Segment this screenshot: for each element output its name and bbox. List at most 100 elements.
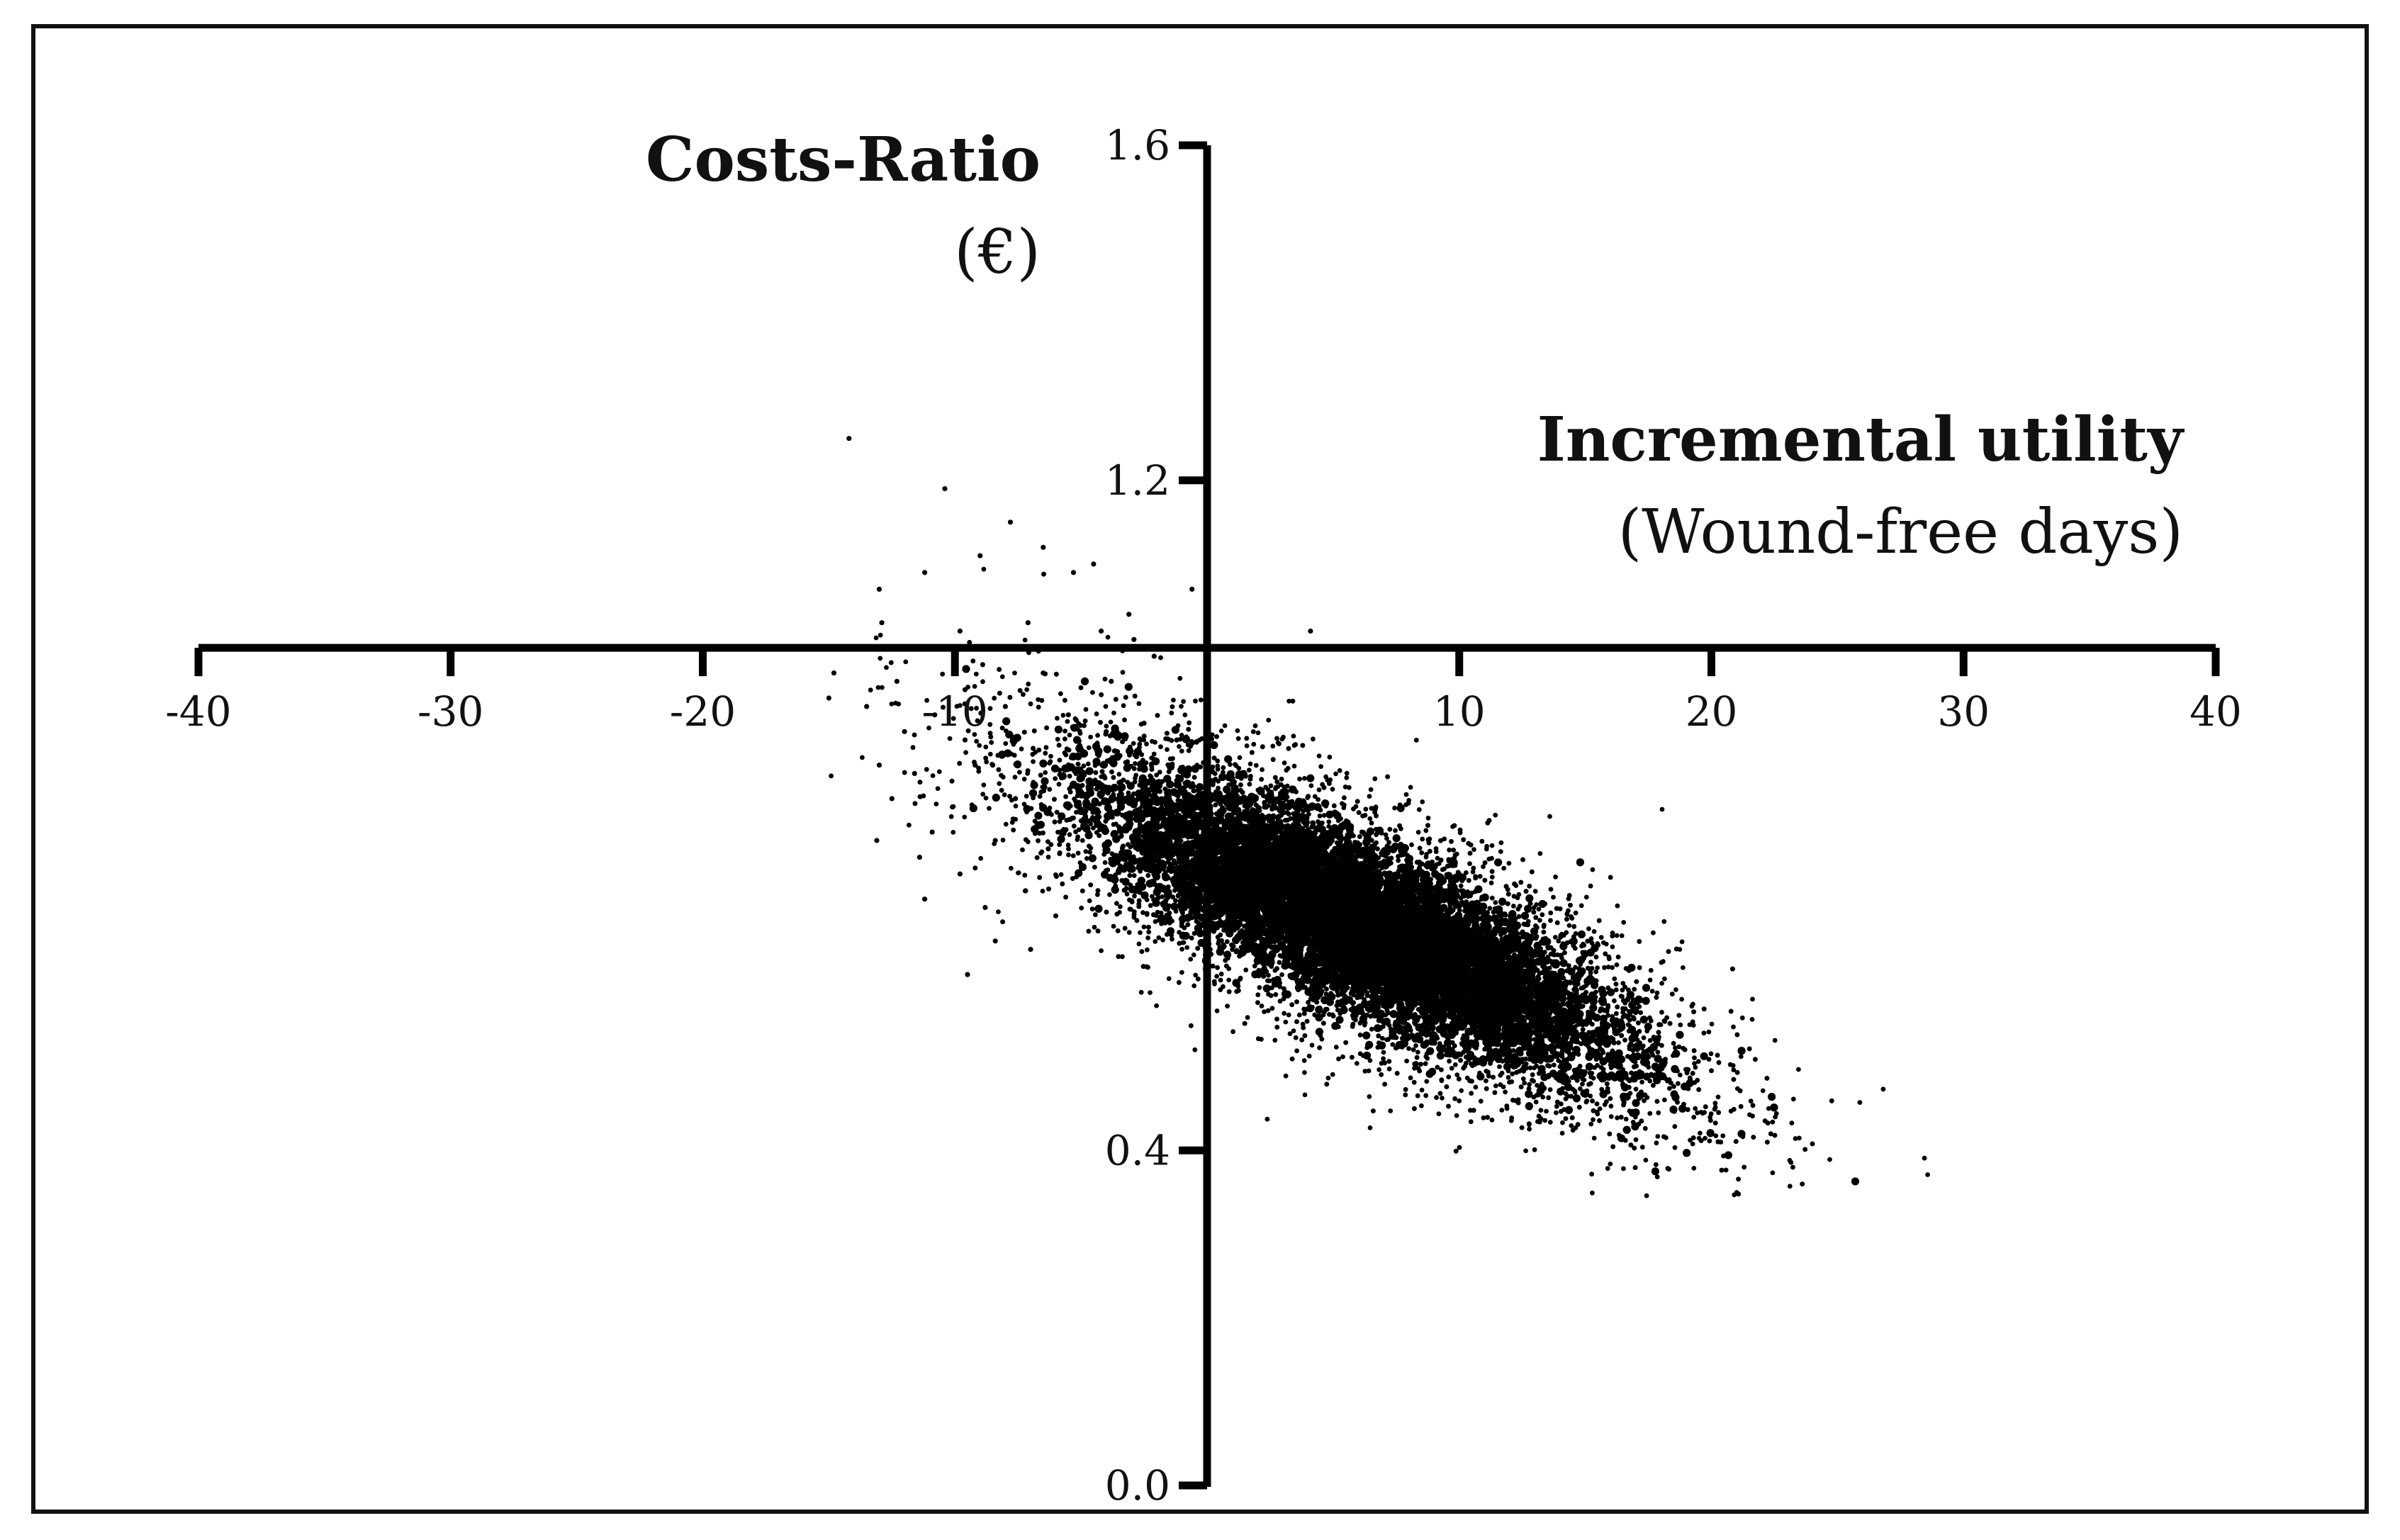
scatter-point xyxy=(1750,996,1755,1002)
scatter-point xyxy=(1615,954,1621,960)
scatter-point xyxy=(1103,704,1109,709)
scatter-point xyxy=(1676,1081,1681,1086)
scatter-point xyxy=(962,814,968,820)
scatter-point xyxy=(1922,1155,1927,1161)
scatter-point xyxy=(1144,741,1149,747)
scatter-point xyxy=(987,806,992,811)
scatter-point xyxy=(1516,892,1522,897)
scatter-point xyxy=(1406,1046,1411,1051)
scatter-point xyxy=(1615,903,1620,909)
scatter-point xyxy=(1048,759,1053,764)
scatter-point xyxy=(1499,1108,1505,1113)
scatter-point xyxy=(1003,821,1009,827)
scatter-point xyxy=(1230,1029,1235,1035)
scatter-point xyxy=(1642,1098,1647,1103)
scatter-point xyxy=(1354,1061,1359,1066)
scatter-point xyxy=(1026,681,1031,687)
scatter-point xyxy=(1043,751,1048,756)
scatter-point xyxy=(1532,1147,1537,1152)
scatter-point xyxy=(1286,698,1291,704)
scatter-point xyxy=(1218,729,1224,734)
scatter-point xyxy=(1344,770,1350,776)
scatter-point xyxy=(1537,918,1542,923)
scatter-point xyxy=(1036,704,1041,710)
scatter-point xyxy=(1158,655,1163,661)
scatter-point xyxy=(940,671,946,677)
scatter-point xyxy=(1326,819,1332,824)
scatter-point xyxy=(999,674,1005,680)
scatter-point xyxy=(877,632,883,638)
scatter-point xyxy=(1749,1017,1755,1022)
scatter-point xyxy=(1154,1003,1159,1008)
scatter-point xyxy=(1191,952,1196,957)
scatter-point xyxy=(1411,1047,1416,1052)
scatter-point xyxy=(1591,1117,1596,1123)
scatter-point xyxy=(1403,802,1409,807)
scatter-point xyxy=(1533,1099,1539,1105)
scatter-point xyxy=(1520,1076,1526,1081)
scatter-point xyxy=(1311,736,1316,742)
scatter-point xyxy=(1542,1118,1548,1123)
scatter-point xyxy=(1296,1012,1302,1018)
scatter-point xyxy=(1595,965,1600,970)
scatter-point xyxy=(1449,1066,1454,1071)
scatter-point xyxy=(1053,872,1058,877)
scatter-point xyxy=(1489,875,1495,879)
scatter-point xyxy=(1367,1125,1373,1130)
scatter-point xyxy=(1063,794,1068,799)
scatter-point xyxy=(1610,933,1615,939)
scatter-point xyxy=(1084,856,1089,861)
scatter-point xyxy=(1516,914,1522,919)
scatter-point xyxy=(1126,930,1132,935)
scatter-point xyxy=(1289,1002,1295,1008)
scatter-point xyxy=(1701,1030,1707,1036)
scatter-point xyxy=(1002,792,1007,797)
scatter-point xyxy=(1715,1094,1721,1100)
scatter-point xyxy=(1138,930,1143,935)
scatter-point xyxy=(1738,1054,1744,1060)
scatter-point xyxy=(1698,1130,1703,1136)
scatter-point xyxy=(999,787,1004,793)
scatter-point xyxy=(1243,967,1249,973)
scatter-point xyxy=(1641,1035,1647,1040)
scatter-point xyxy=(978,855,984,861)
scatter-point xyxy=(1247,782,1252,787)
scatter-point xyxy=(1259,777,1265,782)
scatter-point xyxy=(1300,1021,1306,1027)
scatter-point xyxy=(1058,872,1064,877)
scatter-point xyxy=(1160,938,1165,943)
scatter-point xyxy=(1291,734,1296,738)
scatter-point xyxy=(893,700,898,706)
scatter-point xyxy=(1630,1047,1636,1053)
scatter-point xyxy=(1138,989,1144,995)
scatter-point xyxy=(1366,1068,1372,1074)
scatter-point xyxy=(1588,1121,1594,1127)
scatter-point xyxy=(1639,1079,1645,1085)
scatter-point xyxy=(1608,1162,1613,1167)
scatter-point xyxy=(1090,690,1095,695)
scatter-point xyxy=(947,736,953,741)
scatter-point xyxy=(1340,1054,1345,1060)
scatter-point xyxy=(1016,870,1021,875)
scatter-point xyxy=(907,822,912,828)
scatter-point xyxy=(1541,924,1547,929)
scatter-point xyxy=(1601,940,1606,945)
scatter-point xyxy=(1107,892,1112,897)
scatter-point xyxy=(1548,910,1554,916)
scatter-point xyxy=(1012,775,1018,780)
scatter-point xyxy=(1659,1009,1664,1015)
scatter-point xyxy=(1662,1097,1667,1103)
scatter-point xyxy=(1639,1145,1645,1150)
scatter-point xyxy=(1532,889,1538,894)
scatter-point xyxy=(1536,906,1542,912)
scatter-point xyxy=(1648,1018,1654,1023)
scatter-point xyxy=(1369,820,1374,826)
scatter-point xyxy=(1588,960,1593,965)
scatter-point xyxy=(1272,1038,1278,1043)
scatter-point xyxy=(1381,1056,1386,1062)
scatter-point xyxy=(1510,1071,1515,1077)
scatter-point xyxy=(1386,840,1391,845)
scatter-point xyxy=(1679,996,1685,1002)
scatter-point xyxy=(1770,1170,1776,1176)
scatter-point xyxy=(1692,1055,1697,1060)
